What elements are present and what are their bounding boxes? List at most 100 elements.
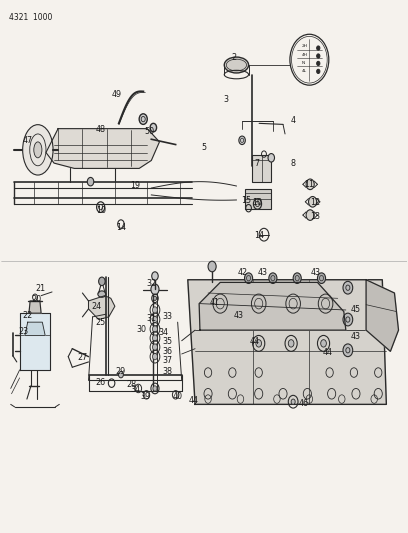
Text: 43: 43 (310, 268, 320, 277)
Polygon shape (199, 282, 346, 330)
Polygon shape (366, 280, 399, 351)
Text: N: N (302, 61, 305, 65)
Circle shape (99, 277, 105, 286)
Circle shape (153, 296, 157, 301)
Polygon shape (20, 313, 51, 370)
Text: 4L: 4L (302, 69, 307, 74)
Text: 44: 44 (250, 337, 259, 346)
Circle shape (293, 273, 301, 284)
Polygon shape (89, 296, 115, 319)
Text: 44: 44 (189, 395, 199, 405)
Circle shape (153, 326, 157, 332)
Text: 2H: 2H (302, 44, 308, 49)
Text: 43: 43 (258, 268, 268, 277)
Text: 13: 13 (310, 212, 320, 221)
Circle shape (288, 340, 294, 347)
Text: 4321  1000: 4321 1000 (9, 13, 53, 22)
Circle shape (317, 46, 320, 50)
Circle shape (153, 335, 157, 341)
Text: 42: 42 (237, 268, 248, 277)
Text: 38: 38 (162, 367, 173, 376)
Text: 8: 8 (290, 159, 296, 167)
Circle shape (239, 136, 245, 144)
Text: 49: 49 (112, 90, 122, 99)
Text: 2: 2 (232, 53, 237, 62)
Circle shape (153, 386, 157, 391)
Text: 25: 25 (95, 318, 106, 327)
Circle shape (308, 197, 317, 207)
Circle shape (152, 272, 158, 280)
Ellipse shape (23, 125, 53, 175)
Text: 28: 28 (126, 379, 136, 389)
Text: 19: 19 (130, 181, 140, 190)
Text: 43: 43 (233, 311, 244, 320)
Text: 7: 7 (254, 159, 259, 167)
Text: 4H: 4H (302, 53, 308, 57)
Text: 29: 29 (116, 367, 126, 376)
Circle shape (317, 69, 320, 74)
Circle shape (343, 281, 353, 294)
Circle shape (343, 313, 353, 326)
FancyBboxPatch shape (252, 155, 271, 182)
Circle shape (151, 284, 159, 295)
Circle shape (244, 273, 253, 284)
Text: 4: 4 (290, 116, 296, 125)
Ellipse shape (34, 142, 42, 158)
Text: 34: 34 (158, 328, 169, 337)
Ellipse shape (224, 57, 248, 73)
Circle shape (153, 317, 157, 322)
Circle shape (306, 179, 314, 190)
Text: 21: 21 (35, 284, 46, 293)
Circle shape (118, 372, 123, 378)
Text: 24: 24 (91, 302, 102, 311)
Text: 11: 11 (304, 180, 314, 189)
Circle shape (306, 210, 314, 220)
Text: 40: 40 (173, 392, 183, 401)
Text: 48: 48 (95, 125, 106, 134)
Text: 30: 30 (136, 325, 146, 334)
Circle shape (291, 399, 295, 405)
Circle shape (256, 340, 262, 347)
Circle shape (153, 307, 157, 313)
Circle shape (317, 61, 320, 66)
Circle shape (269, 273, 277, 284)
Text: 26: 26 (95, 377, 106, 386)
Text: 46: 46 (298, 399, 308, 408)
Text: 41: 41 (209, 298, 219, 307)
Text: 32: 32 (146, 279, 156, 288)
Text: 12: 12 (310, 198, 321, 207)
Circle shape (317, 54, 320, 58)
Text: 27: 27 (77, 353, 88, 362)
Circle shape (268, 154, 275, 162)
Text: 36: 36 (162, 347, 173, 356)
Circle shape (153, 353, 157, 360)
Text: 50: 50 (144, 127, 154, 136)
Text: 15: 15 (242, 196, 252, 205)
Text: 23: 23 (19, 327, 29, 336)
Circle shape (208, 261, 216, 272)
Text: 35: 35 (162, 337, 173, 346)
Text: 10: 10 (252, 198, 262, 207)
Text: 43: 43 (351, 332, 361, 341)
Text: 37: 37 (162, 357, 173, 366)
Text: 10: 10 (95, 206, 106, 215)
Text: 22: 22 (22, 311, 33, 320)
Text: 31: 31 (146, 314, 156, 323)
Text: 34: 34 (130, 385, 140, 394)
Polygon shape (25, 322, 45, 335)
Text: 5: 5 (202, 143, 206, 152)
Text: 47: 47 (23, 136, 33, 145)
Circle shape (321, 340, 326, 347)
Text: 14: 14 (254, 231, 264, 240)
Circle shape (139, 114, 147, 124)
Text: 44: 44 (323, 348, 333, 357)
Text: 39: 39 (140, 392, 150, 401)
Polygon shape (29, 301, 41, 313)
Text: 14: 14 (116, 223, 126, 232)
Circle shape (153, 344, 157, 350)
Text: 33: 33 (162, 312, 173, 321)
Text: 3: 3 (224, 95, 229, 104)
Polygon shape (188, 280, 386, 405)
FancyBboxPatch shape (244, 189, 271, 209)
Circle shape (150, 123, 157, 132)
